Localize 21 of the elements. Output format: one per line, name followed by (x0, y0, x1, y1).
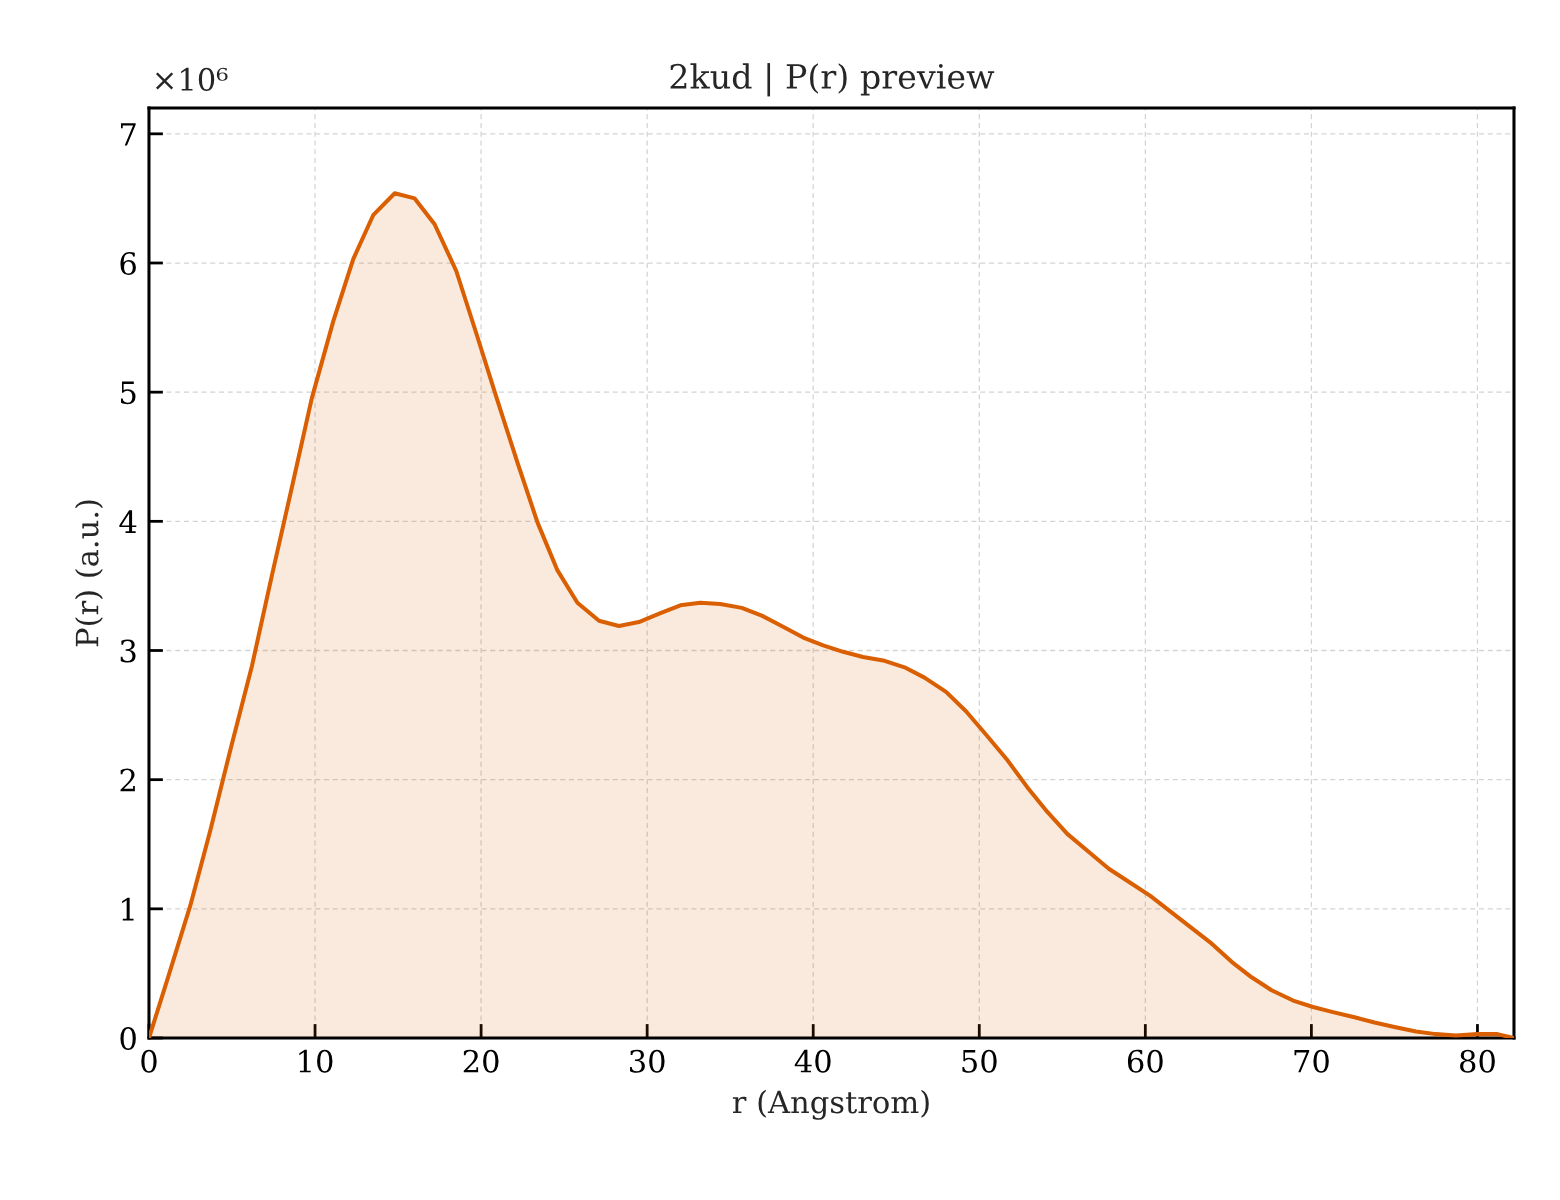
y-tick-label: 4 (119, 510, 137, 533)
x-tick-label: 10 (299, 1049, 333, 1073)
text: ×10⁶ (155, 67, 228, 91)
x-tick-label: 70 (1294, 1049, 1329, 1073)
y-tick-label: 0 (120, 1026, 136, 1051)
x-tick-label: 80 (1460, 1049, 1495, 1073)
y-tick-label: 1 (122, 897, 134, 921)
x-tick-label: 0 (141, 1049, 157, 1073)
y-axis-title: P(r) (a.u.) (74, 500, 103, 647)
chart-title: 2kud | P(r) preview (670, 63, 995, 97)
x-tick-label: 40 (794, 1049, 831, 1073)
y-tick-label: 5 (121, 381, 136, 405)
y-tick-label: 6 (120, 251, 136, 276)
y-tick-label: 3 (120, 639, 136, 663)
x-tick-label: 20 (463, 1049, 499, 1073)
x-tick-label: 50 (962, 1049, 997, 1073)
x-tick-label: 30 (630, 1049, 665, 1073)
x-axis-title: r (Angstrom) (732, 1089, 929, 1120)
y-tick-label: 7 (121, 123, 136, 146)
x-tick-label: 60 (1127, 1049, 1163, 1073)
y-tick-label: 2 (120, 768, 135, 792)
